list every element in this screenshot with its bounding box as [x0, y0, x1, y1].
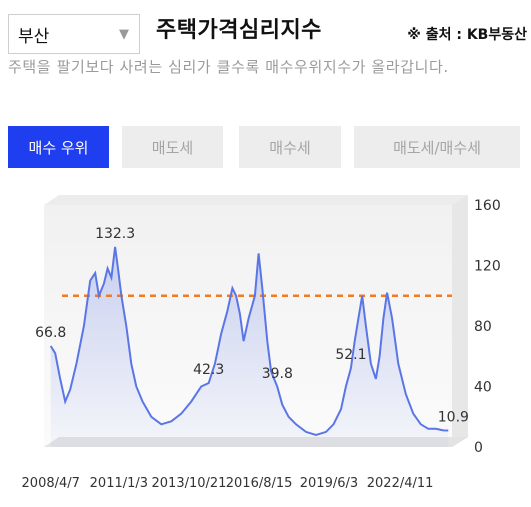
- data-labels: 66.8 132.3 42.3 39.8 52.1 10.9: [35, 226, 469, 426]
- chevron-down-icon: ▼: [119, 27, 129, 42]
- data-label: 10.9: [438, 410, 469, 426]
- data-label: 132.3: [95, 226, 135, 242]
- tab-buy-dominance[interactable]: 매수 우위: [8, 126, 109, 168]
- x-tick-label: 2011/1/3: [90, 476, 148, 491]
- tab-buying[interactable]: 매수세: [239, 126, 341, 168]
- region-select-value: 부산: [18, 26, 50, 47]
- x-tick-label: 2008/4/7: [22, 476, 80, 491]
- tab-label: 매수세: [269, 138, 311, 157]
- page-title: 주택가격심리지수: [156, 18, 322, 43]
- y-tick-label: 40: [474, 380, 492, 396]
- tab-label: 매도세/매수세: [393, 138, 481, 157]
- data-label: 39.8: [262, 366, 293, 382]
- x-axis: 2008/4/7 2011/1/3 2013/10/21 2016/8/15 2019/…: [22, 476, 434, 491]
- description-text: 주택을 팔기보다 사려는 심리가 클수록 매수우위지수가 올라갑니다.: [8, 58, 449, 76]
- data-label: 42.3: [193, 362, 224, 378]
- source-note: ※ 출처 : KB부동산: [407, 27, 527, 43]
- y-tick-label: 80: [474, 319, 492, 335]
- data-label: 52.1: [335, 347, 366, 363]
- tab-selling[interactable]: 매도세: [122, 126, 223, 168]
- y-tick-label: 120: [474, 259, 501, 275]
- region-select[interactable]: 부산 ▼: [8, 14, 140, 54]
- y-tick-label: 0: [474, 440, 483, 456]
- x-tick-label: 2016/8/15: [226, 476, 293, 491]
- x-tick-label: 2022/4/11: [367, 476, 434, 491]
- chart-side-wall: [452, 195, 468, 447]
- price-sentiment-chart: 0 40 80 120 160 66.8 132.3 42.3 39.8 52.1 10.9 20…: [22, 195, 501, 491]
- tab-label: 매도세: [151, 138, 194, 157]
- y-axis: 0 40 80 120 160: [474, 198, 501, 456]
- series-area: [50, 246, 449, 447]
- header-bar: 부산 ▼ 주택가격심리지수 ※ 출처 : KB부동산: [8, 8, 527, 54]
- tab-label: 매수 우위: [28, 138, 89, 157]
- y-tick-label: 160: [474, 198, 501, 214]
- x-tick-label: 2013/10/21: [152, 476, 227, 491]
- tab-selling-buying[interactable]: 매도세/매수세: [354, 126, 520, 168]
- x-tick-label: 2019/6/3: [300, 476, 358, 491]
- chart-back-wall: [44, 195, 468, 205]
- series-line: [49, 246, 449, 436]
- data-label: 66.8: [35, 325, 66, 341]
